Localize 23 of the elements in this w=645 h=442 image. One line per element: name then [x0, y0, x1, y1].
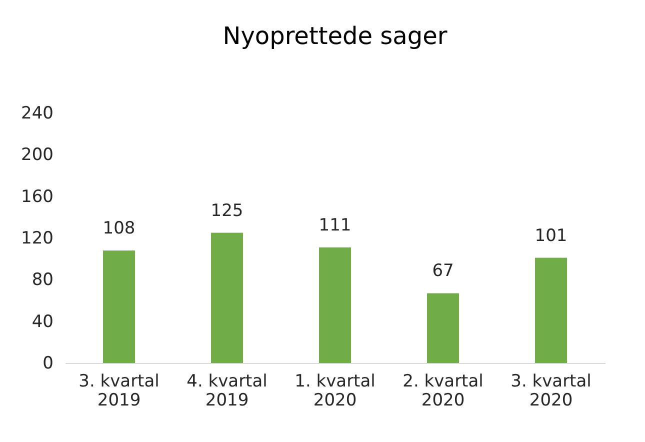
y-tick-label: 120	[21, 228, 54, 248]
data-label: 67	[432, 261, 454, 282]
x-tick-label: 3. kvartal 2020	[510, 372, 592, 410]
bar	[535, 258, 567, 363]
y-tick-label: 200	[21, 145, 54, 166]
data-label: 125	[210, 200, 244, 221]
y-tick-label: 0	[42, 354, 54, 374]
data-label: 108	[102, 218, 136, 238]
bar	[427, 293, 459, 363]
chart-title: Nyoprettede sager	[222, 22, 448, 50]
x-tick-label: 1. kvartal 2020	[294, 372, 376, 410]
y-tick-label: 80	[32, 270, 54, 290]
bar	[319, 247, 351, 363]
data-label: 111	[318, 215, 352, 236]
y-tick-label: 40	[32, 312, 54, 332]
y-tick-label: 160	[21, 186, 54, 207]
x-tick-label: 3. kvartal 2019	[78, 372, 160, 410]
data-label: 101	[534, 226, 568, 246]
x-tick-label: 2. kvartal 2020	[402, 372, 484, 410]
bar	[211, 232, 243, 363]
x-tick-label: 4. kvartal 2019	[186, 372, 268, 410]
bar	[103, 250, 135, 363]
y-tick-label: 240	[21, 104, 54, 124]
